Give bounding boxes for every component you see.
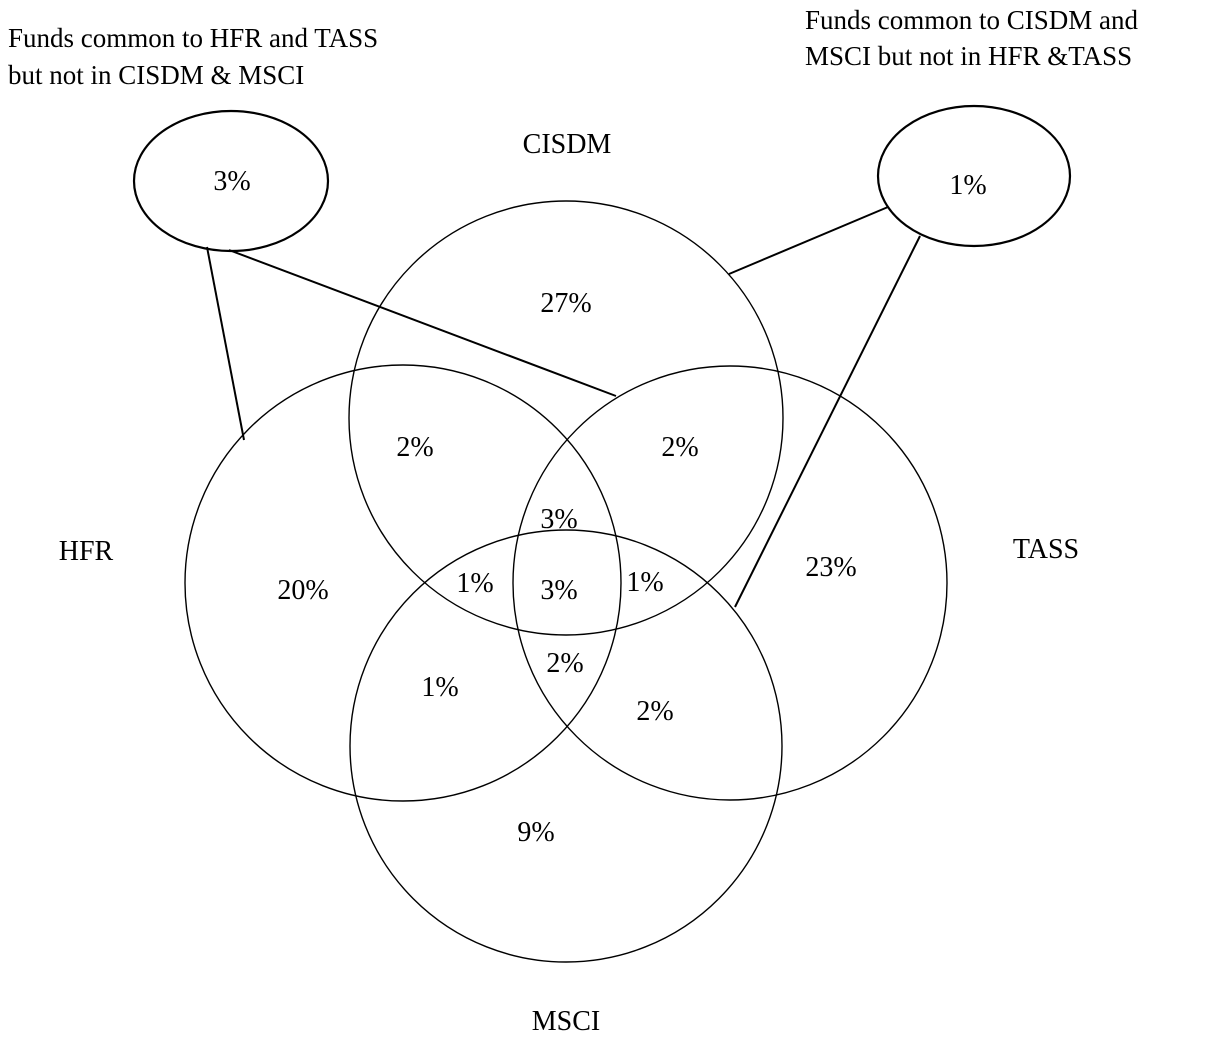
leader-line-msci [734, 235, 921, 608]
value-hfr-cisdm: 2% [396, 432, 433, 463]
cisdm-msci-oval [876, 104, 1072, 248]
note-left-line2: but not in CISDM & MSCI [8, 60, 304, 90]
cisdm-circle [348, 200, 784, 636]
value-tass-only: 23% [805, 552, 856, 583]
leader-line-tass [228, 249, 617, 397]
value-all-four: 3% [540, 575, 577, 606]
set-label-msci: MSCI [532, 1006, 600, 1037]
value-tass-msci: 2% [636, 696, 673, 727]
note-right-line1: Funds common to CISDM and [805, 5, 1139, 35]
leader-line-cisdm [728, 206, 889, 275]
value-cisdm-tass-msci: 1% [626, 567, 663, 598]
value-hfr-only: 20% [277, 575, 328, 606]
value-msci-only: 9% [517, 817, 554, 848]
hfr-circle [184, 364, 622, 802]
value-hfr-tass-msci: 2% [546, 648, 583, 679]
value-cisdm-hfr-tass: 3% [540, 504, 577, 535]
tass-circle [512, 365, 948, 801]
leader-line-hfr [206, 246, 245, 441]
value-hfr-cisdm-msci: 1% [456, 568, 493, 599]
set-label-cisdm: CISDM [523, 129, 612, 160]
note-left-line1: Funds common to HFR and TASS [8, 23, 378, 53]
value-cisdm-tass: 2% [661, 432, 698, 463]
value-cisdm-msci-only: 1% [949, 170, 986, 201]
msci-circle [349, 529, 783, 963]
note-right-line2: MSCI but not in HFR &TASS [805, 41, 1132, 71]
set-label-tass: TASS [1013, 534, 1079, 565]
value-hfr-msci: 1% [421, 672, 458, 703]
set-label-hfr: HFR [59, 536, 114, 567]
value-cisdm-only: 27% [540, 288, 591, 319]
value-hfr-tass-only: 3% [213, 166, 250, 197]
